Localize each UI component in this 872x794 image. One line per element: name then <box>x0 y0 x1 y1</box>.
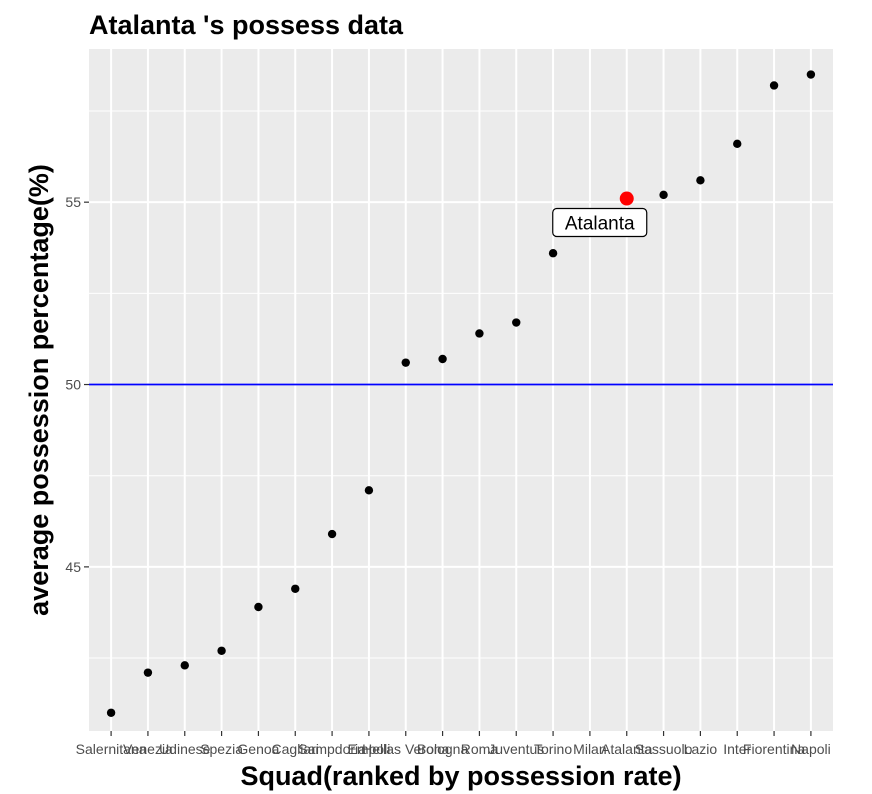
data-point <box>291 584 300 593</box>
highlight-label: Atalanta <box>565 214 635 235</box>
x-tick-label: Fiorentina <box>743 741 805 757</box>
x-tick-label: Lazio <box>684 741 718 757</box>
x-tick-label: Torino <box>534 741 572 757</box>
data-point <box>180 661 189 670</box>
y-tick-label: 50 <box>65 377 81 393</box>
data-point <box>106 708 116 717</box>
x-tick-label: Hellas Verona <box>362 741 449 757</box>
chart-title: Atalanta 's possess data <box>89 10 404 40</box>
data-point <box>364 486 374 495</box>
data-point <box>401 358 410 367</box>
data-points <box>106 70 816 717</box>
x-tick-label: Inter <box>723 741 751 757</box>
x-tick-label: Spezia <box>200 741 243 757</box>
minor-gridlines <box>89 110 833 659</box>
highlight-annotation: Atalanta <box>552 207 648 238</box>
x-axis: SalernitanaVeneziaUdineseSpeziaGenoaCagl… <box>76 731 831 757</box>
y-axis-title: average possession percentage(%) <box>24 164 54 616</box>
data-point <box>696 176 705 185</box>
x-tick-label: Sampdoria <box>298 741 366 757</box>
x-tick-label: Milan <box>573 741 606 757</box>
x-tick-label: Bologna <box>417 741 469 757</box>
highlight-label-box <box>552 207 648 238</box>
x-tick-label: Napoli <box>791 741 831 757</box>
data-point <box>438 354 447 364</box>
data-point <box>806 70 816 79</box>
x-tick-label: Cagliari <box>272 741 319 757</box>
x-tick-label: Venezia <box>123 741 173 757</box>
y-tick-label: 45 <box>65 559 81 575</box>
data-point <box>512 318 521 327</box>
y-tick-label: 55 <box>65 194 81 210</box>
data-point <box>733 139 742 149</box>
x-axis-title: Squad(ranked by possession rate) <box>240 761 681 791</box>
x-tick-label: Sassuolo <box>635 741 693 757</box>
x-tick-label: Salernitana <box>76 741 147 757</box>
data-point <box>659 190 668 200</box>
x-tick-label: Udinese <box>159 741 211 757</box>
x-tick-label: Empoli <box>348 741 391 757</box>
data-point <box>217 646 226 655</box>
data-point <box>475 329 484 338</box>
y-axis: 45 50 55 <box>65 194 89 575</box>
x-tick-label: Roma <box>461 741 499 757</box>
x-tick-label: Genoa <box>237 741 279 757</box>
data-point <box>548 249 558 258</box>
plot-panel <box>89 49 833 731</box>
x-tick-label: Atalanta <box>601 741 653 757</box>
data-point <box>769 81 779 90</box>
data-point <box>143 668 153 677</box>
highlight-point <box>619 191 634 206</box>
data-point <box>327 529 337 539</box>
data-point <box>254 602 263 612</box>
x-tick-label: Juventus <box>488 741 544 757</box>
